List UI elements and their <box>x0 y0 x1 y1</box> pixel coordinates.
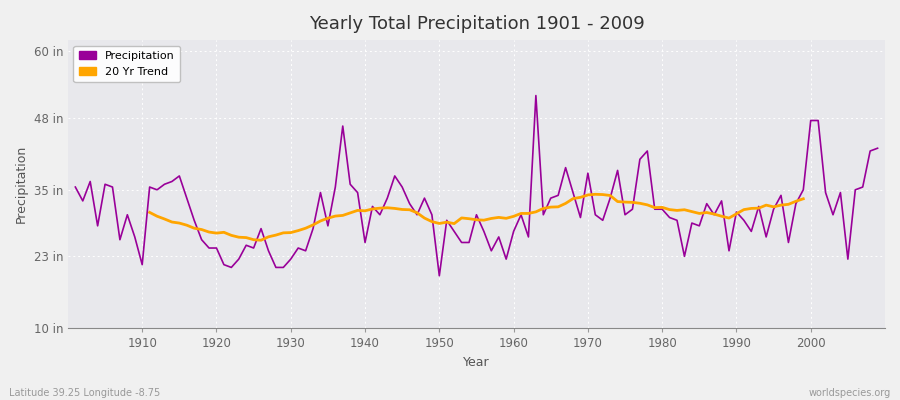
20 Yr Trend <box>285 230 296 235</box>
Precipitation <box>508 229 519 234</box>
Precipitation <box>872 146 883 151</box>
20 Yr Trend <box>798 196 809 201</box>
Text: Latitude 39.25 Longitude -8.75: Latitude 39.25 Longitude -8.75 <box>9 388 160 398</box>
Text: worldspecies.org: worldspecies.org <box>809 388 891 398</box>
Y-axis label: Precipitation: Precipitation <box>15 145 28 223</box>
20 Yr Trend <box>212 231 222 236</box>
Precipitation <box>70 185 81 190</box>
Precipitation <box>434 273 445 278</box>
20 Yr Trend <box>486 216 497 221</box>
Line: 20 Yr Trend: 20 Yr Trend <box>149 194 804 240</box>
20 Yr Trend <box>256 238 266 243</box>
Precipitation <box>338 124 348 128</box>
Precipitation <box>516 212 526 217</box>
20 Yr Trend <box>739 207 750 212</box>
Legend: Precipitation, 20 Yr Trend: Precipitation, 20 Yr Trend <box>74 46 180 82</box>
Precipitation <box>292 246 303 250</box>
20 Yr Trend <box>226 233 237 238</box>
20 Yr Trend <box>144 210 155 215</box>
Precipitation <box>130 234 140 239</box>
Title: Yearly Total Precipitation 1901 - 2009: Yearly Total Precipitation 1901 - 2009 <box>309 15 644 33</box>
Line: Precipitation: Precipitation <box>76 96 878 276</box>
20 Yr Trend <box>590 192 600 197</box>
Precipitation <box>530 93 541 98</box>
20 Yr Trend <box>404 207 415 212</box>
Precipitation <box>612 168 623 173</box>
X-axis label: Year: Year <box>464 356 490 369</box>
